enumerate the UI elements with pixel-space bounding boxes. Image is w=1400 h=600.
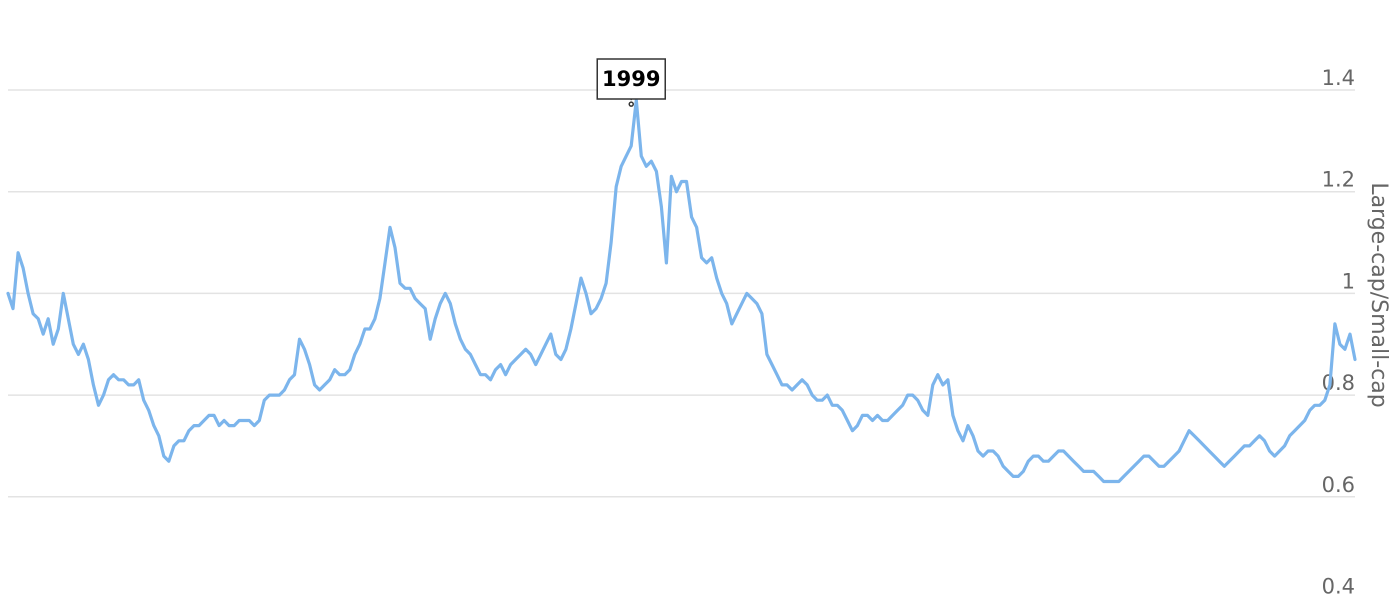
y-axis-title: Large-cap/Small-cap bbox=[1366, 182, 1391, 407]
annotation-box bbox=[596, 58, 666, 100]
y-tick-label: 0.4 bbox=[1322, 574, 1355, 598]
y-tick-label: 1.2 bbox=[1322, 168, 1355, 192]
y-tick-label: 1.4 bbox=[1322, 66, 1355, 90]
series-line bbox=[6, 98, 1357, 484]
annotation-layer: 1999 bbox=[596, 58, 666, 107]
y-tick-label: 0.6 bbox=[1322, 473, 1355, 497]
grid-lines bbox=[8, 89, 1355, 498]
annotation-label: 1999 bbox=[602, 67, 660, 91]
annotation-point bbox=[628, 101, 634, 107]
series-layer bbox=[6, 98, 1357, 484]
y-tick-label: 1 bbox=[1342, 269, 1355, 293]
